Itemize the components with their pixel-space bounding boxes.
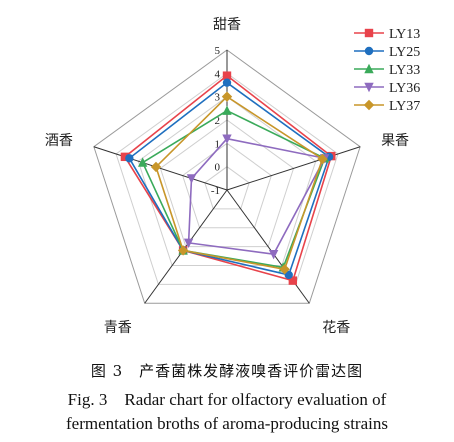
legend-item: LY25 [354,45,420,60]
series-line [155,95,324,271]
data-point [364,82,374,93]
tick-label: 2 [215,115,221,127]
radial-tick-labels: -1 0 1 2 3 4 5 [211,45,221,197]
data-point [186,174,197,184]
data-point [288,276,298,285]
series-line [128,81,331,276]
data-point [222,105,232,115]
data-point [137,157,148,167]
data-point [222,78,232,87]
data-point [221,91,233,102]
grid-ring [182,142,272,229]
series-ly37 [150,91,328,275]
series-line [123,74,333,282]
data-point [364,46,374,56]
grid-ring [137,96,317,267]
series-lines [120,71,336,285]
grid-ring [115,72,339,285]
axis-label: 果香 [381,133,409,149]
figure-caption-chinese: 图 3 产香菌株发酵液嗅香评价雷达图 [90,362,364,380]
legend-item: LY36 [354,81,420,96]
tick-label: 5 [215,45,221,57]
legend-label: LY25 [389,45,420,60]
series-ly36 [183,134,330,260]
data-point [177,245,189,256]
data-point [125,154,134,163]
axis-spoke [226,146,361,191]
data-point [120,152,130,162]
data-point [222,71,232,80]
legend-label: LY36 [389,81,420,96]
legend-item: LY37 [354,99,420,114]
data-point [317,153,328,165]
figure-caption-english: Fig. 3 Radar chart for olfactory evaluat… [0,388,454,436]
legend-label: LY37 [389,99,420,114]
grid-ring [204,166,250,210]
radar-grid [93,49,361,304]
data-point [150,161,162,173]
data-point [279,264,290,275]
legend: LY13 LY25 LY33 LY36 LY37 [354,27,420,114]
legend-label: LY33 [389,63,420,78]
data-point [364,28,374,38]
data-point [364,63,374,74]
legend-item: LY33 [354,63,420,78]
axis-label: 甜香 [213,17,241,33]
axis-label: 青香 [104,320,132,336]
axis-spoke [93,146,228,191]
legend-item: LY13 [354,27,420,42]
axis-label: 酒香 [45,133,73,149]
legend-label: LY13 [389,27,420,42]
tick-label: 1 [215,138,221,150]
axis-label: 花香 [322,320,350,336]
data-point [183,238,194,249]
data-point [363,99,375,111]
tick-label: 0 [215,162,221,174]
tick-label: -1 [211,185,220,197]
data-point [222,134,232,144]
tick-label: 4 [215,68,221,80]
data-point [284,270,293,280]
grid-ring [93,49,361,304]
tick-label: 3 [215,92,221,104]
caption-english-line-2: fermentation broths of aroma-producing s… [66,414,388,433]
series-line [187,137,326,256]
grid-ring [159,119,295,248]
data-point [268,249,279,260]
caption-english-line-1: Fig. 3 Radar chart for olfactory evaluat… [67,390,387,409]
